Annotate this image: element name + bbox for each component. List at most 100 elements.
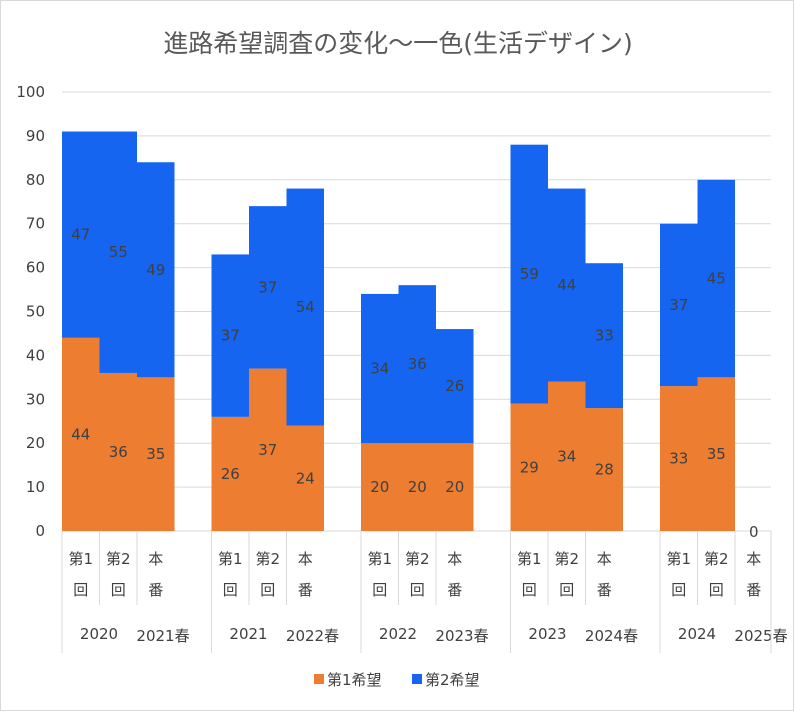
- x-category-label: 第1: [68, 550, 93, 568]
- x-category-label: 第1: [666, 550, 691, 568]
- x-category-label: 第1: [218, 550, 243, 568]
- bar-first-choice: [660, 386, 698, 531]
- x-category-label: 第2: [554, 550, 579, 568]
- x-category-label: 回: [559, 581, 574, 599]
- x-category-label: 回: [260, 581, 275, 599]
- x-category-label: 回: [671, 581, 686, 599]
- data-label-second: 37: [669, 296, 688, 314]
- y-tick-label: 50: [26, 303, 45, 321]
- bar-first-choice: [137, 377, 175, 531]
- y-tick-label: 20: [26, 434, 45, 452]
- bar-second-choice: [398, 285, 436, 444]
- x-category-label: 第2: [704, 550, 729, 568]
- data-label-second: 26: [445, 377, 464, 395]
- data-label-first: 36: [109, 443, 128, 461]
- data-label-first: 26: [221, 465, 240, 483]
- data-label-second: 55: [109, 243, 128, 261]
- bar-first-choice: [211, 416, 249, 531]
- x-group-spring: 2021春: [136, 627, 189, 645]
- x-group-year: 2023: [528, 625, 566, 643]
- bar-first-choice: [436, 443, 474, 531]
- bar-first-choice: [62, 337, 100, 531]
- x-category-label: 番: [597, 581, 612, 599]
- legend-swatch: [412, 674, 422, 684]
- x-group-spring: 2025春: [734, 627, 787, 645]
- data-label-second: 34: [370, 360, 389, 378]
- x-group-year: 2022: [379, 625, 417, 643]
- legend-swatch: [314, 674, 324, 684]
- bar-second-choice: [137, 162, 175, 378]
- bar-second-choice: [510, 144, 548, 404]
- data-label-first: 29: [520, 458, 539, 476]
- data-label-second: 49: [146, 261, 165, 279]
- data-label-second: 33: [595, 327, 614, 345]
- y-axis-ticks: 0 10 20 30 40 50 60 70 80 90 100: [16, 83, 45, 540]
- data-label-second: 44: [557, 276, 576, 294]
- data-label-second: 45: [707, 270, 726, 288]
- bar-first-choice: [99, 372, 137, 531]
- data-label-second: 36: [408, 355, 427, 373]
- x-category-label: 本: [447, 550, 462, 568]
- x-category-label: 回: [372, 581, 387, 599]
- bars: 44 47 36 55 35 49 26 37 37 37 24 54 20 34 20 36 20 26 29 59…: [62, 131, 759, 541]
- x-category-label: 本: [746, 550, 761, 568]
- x-category-label: 回: [111, 581, 126, 599]
- x-group-year: 2021: [229, 625, 267, 643]
- y-tick-label: 40: [26, 346, 45, 364]
- x-category-label: 番: [298, 581, 313, 599]
- data-label-first: 34: [557, 447, 576, 465]
- legend-label: 第2希望: [425, 671, 480, 689]
- x-category-label: 回: [410, 581, 425, 599]
- x-group-year: 2024: [678, 625, 716, 643]
- legend-label: 第1希望: [327, 671, 382, 689]
- x-category-label: 本: [597, 550, 612, 568]
- data-label-first: 20: [408, 478, 427, 496]
- x-group-spring: 2024春: [585, 627, 638, 645]
- bar-first-choice: [286, 425, 324, 531]
- x-category-label: 第1: [517, 550, 542, 568]
- bar-second-choice: [697, 179, 735, 378]
- data-label-first: 35: [707, 445, 726, 463]
- y-tick-label: 60: [26, 259, 45, 277]
- bar-first-choice: [548, 381, 586, 531]
- y-tick-label: 80: [26, 171, 45, 189]
- legend: 第1希望 第2希望: [314, 671, 480, 689]
- data-label-first: 44: [71, 425, 90, 443]
- bar-first-choice: [249, 368, 287, 531]
- y-tick-label: 30: [26, 390, 45, 408]
- data-label-first: 35: [146, 445, 165, 463]
- x-category-label: 番: [447, 581, 462, 599]
- bar-second-choice: [660, 223, 698, 387]
- bar-second-choice: [249, 206, 287, 369]
- x-category-label: 回: [522, 581, 537, 599]
- y-tick-label: 10: [26, 478, 45, 496]
- bar-first-choice: [585, 408, 623, 531]
- x-group-year: 2020: [80, 625, 118, 643]
- y-tick-label: 90: [26, 127, 45, 145]
- x-category-label: 回: [223, 581, 238, 599]
- x-category-label: 本: [298, 550, 313, 568]
- bar-first-choice: [398, 443, 436, 531]
- bar-second-choice: [361, 293, 399, 444]
- bar-first-choice: [361, 443, 399, 531]
- bar-second-choice: [99, 131, 137, 373]
- data-label-second: 59: [520, 265, 539, 283]
- x-category-label: 本: [148, 550, 163, 568]
- data-label-second: 37: [258, 278, 277, 296]
- data-label-second: 54: [296, 298, 315, 316]
- bar-first-choice: [510, 403, 548, 531]
- data-label-first: 24: [296, 469, 315, 487]
- x-category-label: 第2: [106, 550, 131, 568]
- data-label-first: 28: [595, 461, 614, 479]
- x-group-spring: 2022春: [286, 627, 339, 645]
- y-tick-label: 70: [26, 215, 45, 233]
- data-label-first: 33: [669, 450, 688, 468]
- y-tick-label: 100: [16, 83, 45, 101]
- x-category-label: 第2: [255, 550, 280, 568]
- x-category-label: 第2: [405, 550, 430, 568]
- x-category-label: 番: [746, 581, 761, 599]
- x-category-label: 番: [148, 581, 163, 599]
- bar-first-choice: [697, 377, 735, 531]
